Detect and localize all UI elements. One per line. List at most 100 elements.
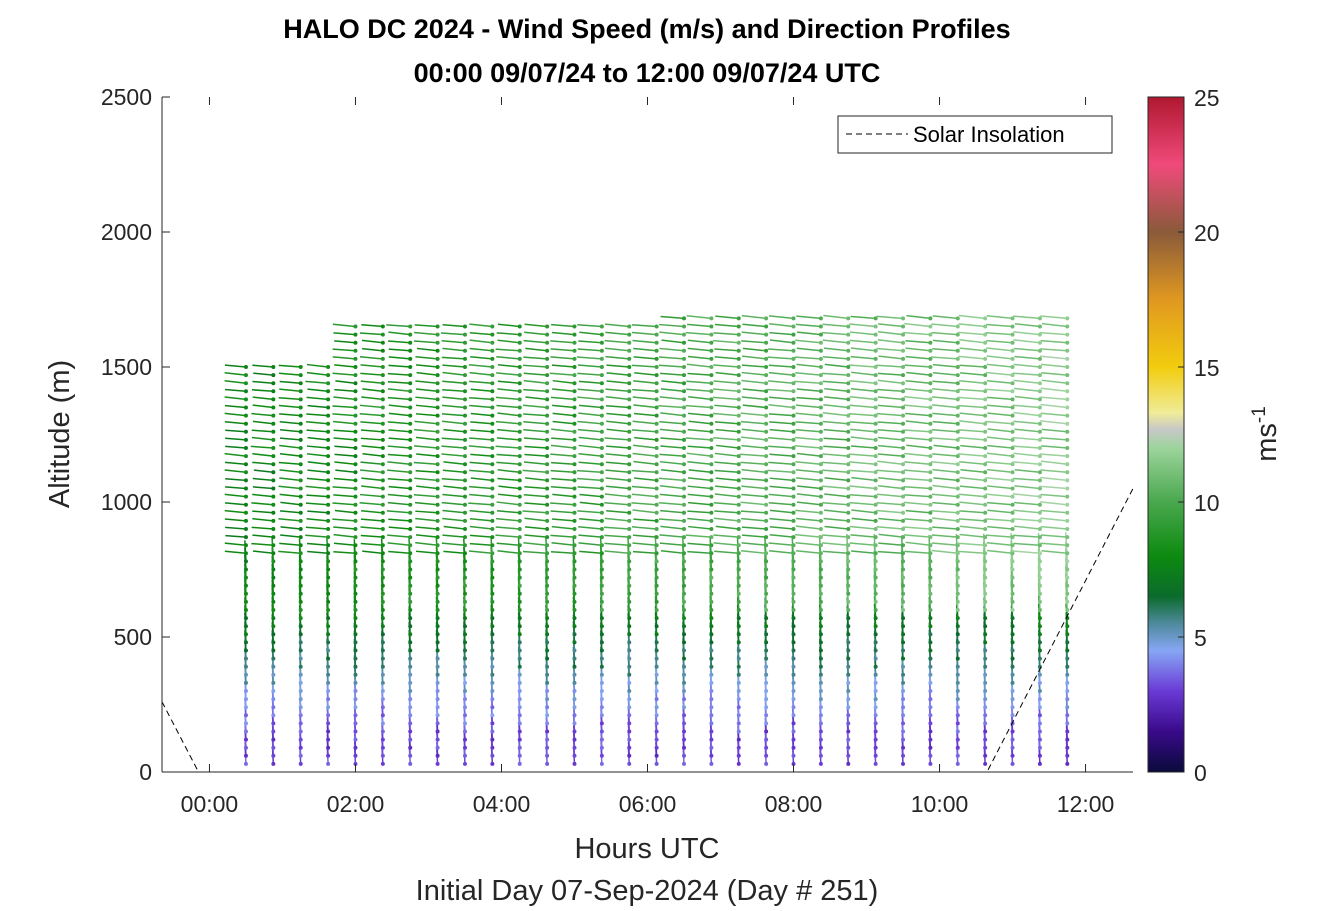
wind-vector-head xyxy=(1037,340,1042,345)
wind-vector xyxy=(524,517,548,522)
wind-vector xyxy=(333,477,356,482)
wind-vector xyxy=(741,517,767,522)
wind-vector-head xyxy=(627,389,632,394)
wind-vector xyxy=(685,437,712,441)
wind-vector xyxy=(851,517,876,522)
wind-vector xyxy=(932,420,958,425)
wind-vector xyxy=(849,525,876,530)
wind-vector xyxy=(550,534,575,538)
wind-vector xyxy=(877,396,904,401)
wind-vector xyxy=(713,332,739,336)
wind-vector-head xyxy=(298,446,303,450)
wind-vector-head xyxy=(1065,340,1070,345)
wind-vector-head xyxy=(873,421,878,426)
wind-vector xyxy=(496,461,520,465)
wind-vector-head xyxy=(955,648,960,653)
wind-vector-head xyxy=(353,437,358,442)
wind-vector-head xyxy=(599,575,604,580)
wind-vector-head xyxy=(490,680,495,685)
wind-vector xyxy=(712,412,739,417)
wind-vector xyxy=(361,339,383,344)
wind-vector-head xyxy=(955,551,960,556)
wind-vector xyxy=(903,404,931,409)
wind-vector xyxy=(224,396,247,401)
wind-vector-head xyxy=(517,624,522,629)
wind-vector-head xyxy=(682,624,687,629)
wind-vector-head xyxy=(490,381,495,386)
wind-vector-head xyxy=(818,421,823,426)
wind-vector xyxy=(823,314,849,320)
wind-vector-head xyxy=(517,567,522,572)
wind-vector xyxy=(823,404,849,409)
wind-vector-head xyxy=(682,413,687,418)
wind-vector-head xyxy=(353,502,358,507)
wind-vector xyxy=(496,542,520,546)
wind-vector xyxy=(960,444,986,449)
wind-vector xyxy=(822,412,849,417)
wind-vector xyxy=(768,437,794,441)
wind-vector-head xyxy=(326,502,331,507)
wind-vector-head xyxy=(572,737,577,742)
wind-vector-head xyxy=(353,518,358,523)
wind-vector-head xyxy=(901,502,906,507)
wind-vector xyxy=(660,437,685,441)
wind-vector xyxy=(469,534,493,538)
wind-vector-head xyxy=(545,632,550,637)
wind-vector-head xyxy=(764,510,769,515)
wind-vector-head xyxy=(791,494,796,499)
wind-vector xyxy=(795,412,821,417)
wind-vector-head xyxy=(682,721,687,726)
wind-vector-head xyxy=(682,316,687,321)
wind-vector xyxy=(986,404,1013,409)
wind-vector-head xyxy=(901,518,906,523)
wind-vector-head xyxy=(298,616,303,621)
wind-vector-head xyxy=(517,527,522,531)
wind-vector xyxy=(469,404,493,409)
wind-vector-head xyxy=(326,583,331,588)
wind-vector-head xyxy=(1037,608,1042,612)
wind-vector-head xyxy=(517,551,522,556)
wind-vector-head xyxy=(435,745,440,750)
wind-vector-head xyxy=(818,640,823,645)
wind-vector-head xyxy=(572,437,577,442)
wind-vector-head xyxy=(380,502,385,507)
wind-vector-head xyxy=(955,397,960,402)
wind-vector xyxy=(658,356,685,360)
wind-vector-head xyxy=(243,397,248,402)
wind-vector-head xyxy=(901,397,906,402)
wind-vector-head xyxy=(736,753,741,758)
wind-vector-head xyxy=(243,616,248,621)
wind-vector-head xyxy=(983,405,988,410)
wind-vector-head xyxy=(517,713,522,718)
wind-vector-head xyxy=(983,599,988,604)
wind-vector-head xyxy=(1065,599,1070,604)
wind-vector-head xyxy=(1065,697,1070,702)
wind-vector-head xyxy=(791,567,796,572)
wind-vector-head xyxy=(1037,365,1042,369)
wind-vector-head xyxy=(764,365,769,369)
wind-vector xyxy=(932,501,958,506)
wind-vector-head xyxy=(326,624,331,629)
wind-vector-head xyxy=(298,373,303,378)
wind-vector xyxy=(442,396,466,401)
wind-vector-head xyxy=(901,648,906,653)
wind-vector xyxy=(1014,525,1040,530)
wind-vector-head xyxy=(380,324,385,329)
wind-vector-head xyxy=(818,599,823,604)
wind-vector-head xyxy=(736,680,741,685)
wind-vector-head xyxy=(298,713,303,718)
wind-vector-head xyxy=(243,599,248,604)
wind-vector xyxy=(443,485,466,490)
wind-vector-head xyxy=(791,616,796,621)
wind-vector-head xyxy=(654,502,659,507)
wind-vector-head xyxy=(490,405,495,410)
wind-vector-head xyxy=(736,608,741,612)
wind-vector-head xyxy=(435,502,440,507)
wind-vector-head xyxy=(955,494,960,499)
wind-vector-head xyxy=(380,624,385,629)
wind-vector xyxy=(712,396,739,401)
wind-vector-head xyxy=(928,599,933,604)
wind-vector xyxy=(279,453,301,457)
wind-vector xyxy=(985,461,1013,465)
wind-vector xyxy=(850,347,876,352)
